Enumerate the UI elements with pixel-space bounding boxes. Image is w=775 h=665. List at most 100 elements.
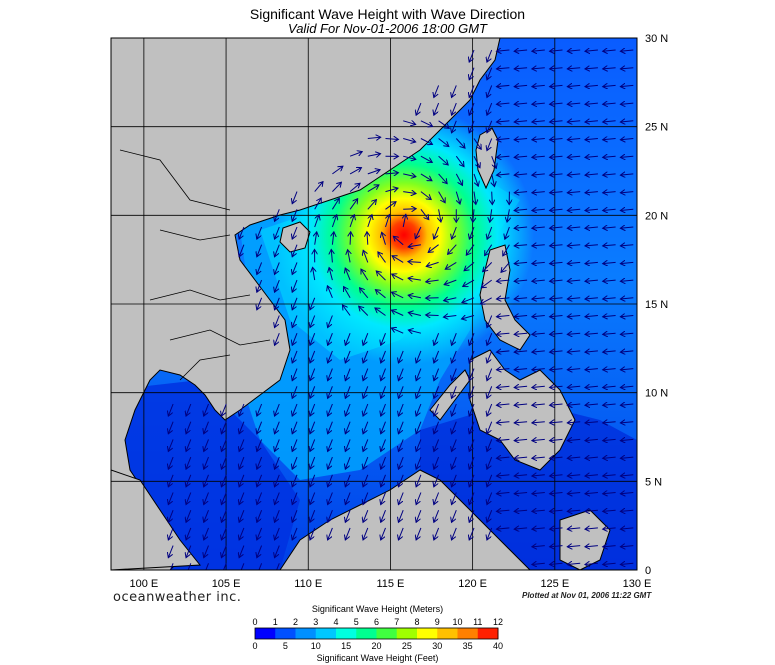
wave-direction-arrow (483, 262, 493, 271)
wave-direction-arrow (567, 316, 581, 317)
wave-direction-arrow (204, 421, 209, 434)
wave-direction-arrow (487, 85, 493, 97)
latitude-labels: 30 N 25 N 20 N 15 N 10 N 5 N 0 (645, 33, 668, 577)
brand-logo-text: oceanweather inc. (113, 590, 242, 605)
wave-direction-arrow (349, 152, 362, 157)
wave-direction-arrow (567, 121, 581, 122)
wave-direction-arrow (532, 563, 545, 564)
wave-direction-arrow (464, 262, 475, 270)
wave-direction-arrow (416, 386, 422, 398)
wave-direction-arrow (603, 475, 616, 476)
wave-direction-arrow (550, 351, 563, 352)
wave-direction-arrow (550, 156, 563, 157)
wave-direction-arrow (514, 528, 528, 529)
wave-direction-arrow (363, 492, 369, 505)
lon-label: 100 E (130, 578, 159, 590)
wave-direction-arrow (313, 267, 315, 281)
wave-direction-arrow (532, 422, 545, 423)
wave-direction-arrow (620, 262, 634, 263)
wave-direction-arrow (367, 170, 380, 175)
wave-direction-arrow (532, 85, 545, 86)
wave-direction-arrow (328, 492, 333, 505)
wave-direction-arrow (367, 232, 368, 245)
wave-direction-arrow (496, 510, 510, 511)
wave-direction-arrow (408, 295, 422, 298)
wave-direction-arrow (452, 350, 457, 363)
lon-label: 105 E (212, 578, 241, 590)
wave-direction-arrow (514, 351, 528, 352)
wave-direction-arrow (186, 474, 192, 487)
wave-direction-arrow (385, 139, 399, 140)
wave-direction-arrow (487, 102, 493, 115)
wave-direction-arrow (585, 174, 598, 175)
wave-direction-arrow (275, 209, 280, 221)
wave-direction-arrow (168, 474, 174, 487)
wave-direction-arrow (257, 510, 263, 522)
wave-direction-arrow (567, 475, 581, 476)
wave-direction-arrow (310, 439, 316, 451)
wave-direction-arrow (275, 527, 280, 540)
wave-direction-arrow (310, 527, 316, 540)
wave-direction-arrow (496, 493, 510, 494)
wave-direction-arrow (452, 403, 457, 416)
wave-direction-arrow (381, 386, 386, 398)
wave-direction-arrow (204, 563, 209, 570)
wave-direction-arrow (469, 456, 475, 469)
wave-direction-arrow (603, 50, 616, 51)
wave-direction-arrow (620, 546, 634, 547)
meters-tick-label: 9 (435, 617, 440, 627)
meters-tick-label: 1 (273, 617, 278, 627)
wave-direction-arrow (452, 333, 457, 345)
colorbar-swatch (315, 628, 337, 639)
wave-direction-arrow (398, 527, 404, 540)
wave-direction-arrow (328, 421, 333, 434)
wave-direction-arrow (532, 50, 545, 51)
wave-direction-arrow (514, 316, 528, 317)
meters-tick-label: 0 (252, 617, 257, 627)
wave-direction-arrow (444, 298, 457, 301)
wave-direction-arrow (603, 280, 616, 281)
wave-direction-arrow (532, 121, 545, 122)
wave-direction-arrow (620, 156, 634, 157)
wave-direction-arrow (292, 527, 298, 540)
wave-direction-arrow (550, 546, 563, 547)
wave-direction-arrow (416, 350, 422, 363)
wave-direction-arrow (469, 510, 475, 522)
wave-direction-arrow (487, 226, 493, 239)
wave-direction-arrow (532, 192, 545, 193)
wave-direction-arrow (620, 369, 634, 370)
wave-direction-arrow (363, 250, 369, 263)
wave-direction-arrow (275, 545, 280, 558)
wave-direction-arrow (444, 279, 457, 285)
wave-direction-arrow (496, 475, 510, 476)
wave-direction-arrow (292, 333, 298, 345)
wave-direction-arrow (514, 333, 528, 334)
wave-direction-arrow (620, 316, 634, 317)
wave-direction-arrow (403, 209, 416, 210)
wave-direction-arrow (496, 386, 510, 387)
wave-direction-arrow (473, 155, 480, 168)
wave-direction-arrow (469, 386, 475, 398)
wave-direction-arrow (585, 85, 598, 86)
wave-direction-arrow (168, 492, 174, 505)
wave-direction-arrow (487, 315, 493, 328)
wave-direction-arrow (292, 297, 298, 310)
wave-direction-arrow (416, 368, 422, 381)
wave-direction-arrow (514, 404, 528, 405)
wave-direction-arrow (398, 403, 404, 416)
wave-direction-arrow (443, 316, 457, 318)
wave-direction-arrow (275, 333, 280, 345)
wave-direction-arrow (275, 510, 280, 522)
wave-direction-arrow (503, 244, 510, 256)
wave-direction-arrow (361, 269, 369, 281)
wave-direction-arrow (603, 439, 616, 440)
colorbar-swatch (255, 628, 276, 639)
wave-direction-arrow (496, 50, 510, 51)
wave-direction-arrow (292, 191, 298, 204)
wave-direction-arrow (204, 456, 209, 469)
wave-direction-arrow (620, 103, 634, 104)
wave-direction-arrow (462, 297, 475, 303)
wave-direction-arrow (257, 421, 263, 434)
wave-direction-arrow (168, 545, 174, 558)
wave-direction-arrow (416, 510, 422, 522)
